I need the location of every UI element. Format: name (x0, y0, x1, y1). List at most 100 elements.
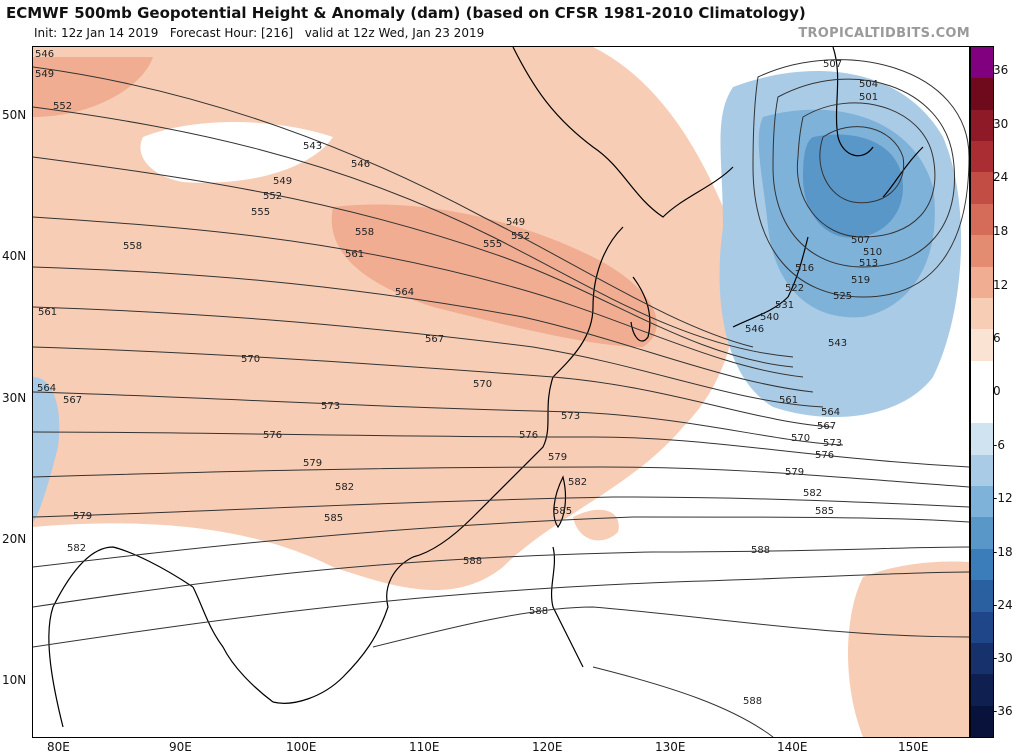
lon-label: 110E (409, 740, 440, 754)
colorbar-segment (971, 548, 993, 581)
height-contours (33, 59, 969, 737)
contour-label: 525 (833, 291, 852, 302)
map-canvas: 546 549 552 543 546 549 552 555 558 558 … (33, 47, 969, 737)
map-subtitle: Init: 12z Jan 14 2019 Forecast Hour: [21… (34, 26, 484, 40)
colorbar-segment (971, 266, 993, 299)
colorbar-tick: -30 (993, 651, 1013, 665)
lon-label: 80E (47, 740, 70, 754)
contour-label: 573 (561, 411, 580, 422)
contour-label: 567 (425, 334, 444, 345)
map-title: ECMWF 500mb Geopotential Height & Anomal… (6, 4, 806, 22)
colorbar-segment (971, 392, 993, 424)
contour-label: 546 (745, 324, 764, 335)
colorbar-tick: 24 (993, 170, 1009, 184)
contour-label: 522 (785, 283, 804, 294)
colorbar-segment (971, 423, 993, 456)
contour-label: 546 (35, 49, 54, 60)
warm-anomaly-core (331, 204, 657, 347)
colorbar-tick: 18 (993, 224, 1009, 238)
colorbar-segment (971, 642, 993, 675)
contour-label: 507 (851, 235, 870, 246)
warm-anomaly-nw (33, 57, 153, 117)
contour-label: 564 (821, 407, 840, 418)
contour-label: 549 (35, 69, 54, 80)
colorbar-segment (971, 297, 993, 330)
colorbar-segment (971, 235, 993, 268)
warm-anomaly-taiwan (573, 509, 619, 541)
contour-label: 555 (483, 239, 502, 250)
colorbar-tick: -24 (993, 598, 1013, 612)
contour-label: 510 (863, 247, 882, 258)
colorbar-segment (971, 454, 993, 487)
contour-label: 576 (519, 430, 538, 441)
colorbar-segment (971, 329, 993, 362)
contour-label: 549 (273, 176, 292, 187)
contour-label: 504 (859, 79, 878, 90)
lon-label: 140E (777, 740, 808, 754)
colorbar-tick: 0 (993, 384, 1001, 398)
contour-label: 561 (779, 395, 798, 406)
colorbar-segment (971, 109, 993, 142)
contour-label: 531 (775, 300, 794, 311)
colorbar-segment (971, 360, 993, 393)
contour-label: 564 (37, 383, 56, 394)
colorbar-tick: 6 (993, 331, 1001, 345)
cold-anomaly-core (803, 134, 903, 238)
lat-label: 20N (2, 532, 27, 546)
contour-label: 585 (815, 506, 834, 517)
contour-label: 549 (506, 217, 525, 228)
contour-label: 552 (511, 231, 530, 242)
contour-label: 513 (859, 258, 878, 269)
contour-label: 588 (743, 696, 762, 707)
contour-label: 501 (859, 92, 878, 103)
contour-label: 543 (828, 338, 847, 349)
colorbar-segment (971, 78, 993, 111)
colorbar-tick: 30 (993, 117, 1009, 131)
colorbar-tick: -36 (993, 704, 1013, 718)
neutral-region-north (140, 122, 333, 183)
contour-label: 552 (53, 101, 72, 112)
contour-label: 561 (38, 307, 57, 318)
lon-label: 150E (898, 740, 929, 754)
contour-label: 567 (817, 421, 836, 432)
cold-anomaly-west (33, 377, 60, 522)
lat-label: 30N (2, 391, 27, 405)
contour-label: 588 (463, 556, 482, 567)
contour-label: 588 (529, 606, 548, 617)
contour-label: 558 (123, 241, 142, 252)
colorbar-tick: -18 (993, 545, 1013, 559)
colorbar-tick: -12 (993, 491, 1013, 505)
lat-label: 40N (2, 249, 27, 263)
contour-label: 585 (324, 513, 343, 524)
warm-anomaly-se (848, 561, 969, 737)
coastline (48, 47, 924, 728)
lat-label: 10N (2, 673, 27, 687)
contour-labels: 546 549 552 543 546 549 552 555 558 558 … (35, 49, 882, 707)
map-panel: 546 549 552 543 546 549 552 555 558 558 … (32, 46, 970, 738)
contour-label: 582 (67, 543, 86, 554)
contour-label: 576 (815, 450, 834, 461)
colorbar-segment (971, 203, 993, 236)
lon-label: 130E (655, 740, 686, 754)
contour-label: 582 (803, 488, 822, 499)
contour-label: 507 (823, 59, 842, 70)
contour-label: 579 (73, 511, 92, 522)
forecast-hour: Forecast Hour: [216] (169, 26, 294, 40)
contour-label: 573 (321, 401, 340, 412)
contour-label: 582 (335, 482, 354, 493)
contour-label: 588 (751, 545, 770, 556)
colorbar-tick: 36 (993, 63, 1009, 77)
contour-label: 546 (351, 159, 370, 170)
contour-label: 579 (303, 458, 322, 469)
colorbar-segment (971, 517, 993, 550)
contour-label: 552 (263, 191, 282, 202)
contour-label: 543 (303, 141, 322, 152)
contour-label: 573 (823, 438, 842, 449)
colorbar-tick: 12 (993, 278, 1009, 292)
anomaly-colorbar (970, 46, 994, 738)
contour-label: 558 (355, 227, 374, 238)
colorbar-segment (971, 172, 993, 205)
contour-label: 567 (63, 395, 82, 406)
contour-label: 585 (553, 506, 572, 517)
contour-label: 579 (785, 467, 804, 478)
